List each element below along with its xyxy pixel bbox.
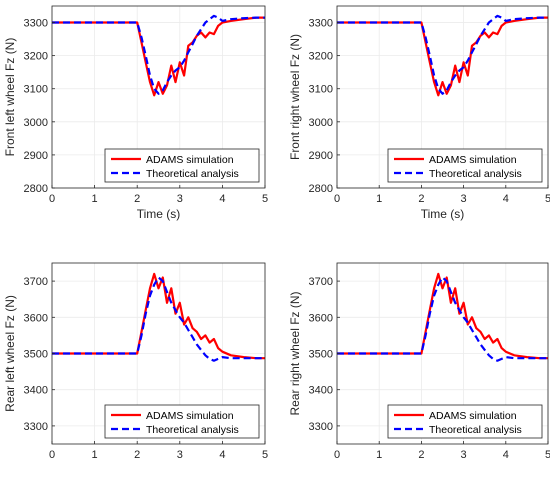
y-tick-label: 2900 bbox=[309, 150, 333, 162]
x-tick-label: 1 bbox=[376, 449, 382, 461]
legend-entry-label: Theoretical analysis bbox=[429, 424, 522, 436]
axes-frame bbox=[336, 5, 549, 189]
y-tick-label: 3500 bbox=[309, 349, 333, 361]
y-tick-label: 3700 bbox=[24, 276, 48, 288]
x-tick-label: 2 bbox=[418, 193, 424, 205]
y-tick-label: 3000 bbox=[309, 117, 333, 129]
x-tick-label: 0 bbox=[49, 193, 55, 205]
legend: ADAMS simulation Theoretical analysis bbox=[104, 148, 260, 183]
x-tick-label: 0 bbox=[49, 449, 55, 461]
front-left-panel: 0 1 2 3 4 5 2800 2900 3000 3100 3200 3300 Time (s) Fr… bbox=[3, 5, 268, 221]
legend-entry-label: Theoretical analysis bbox=[146, 168, 239, 180]
y-tick-label: 3300 bbox=[309, 421, 333, 433]
legend-entry-label: Theoretical analysis bbox=[146, 424, 239, 436]
x-tick-label: 1 bbox=[92, 193, 98, 205]
legend-box bbox=[104, 404, 260, 439]
legend-entry-label: ADAMS simulation bbox=[429, 154, 517, 166]
adams-simulation-line bbox=[337, 16, 548, 97]
x-axis-label: Time (s) bbox=[137, 207, 181, 221]
x-tick-label: 2 bbox=[134, 449, 140, 461]
y-tick-label: 3100 bbox=[24, 84, 48, 96]
x-tick-label: 0 bbox=[334, 193, 340, 205]
y-tick-label: 2900 bbox=[24, 150, 48, 162]
x-tick-label: 1 bbox=[92, 449, 98, 461]
y-tick-label: 2800 bbox=[24, 183, 48, 195]
legend-box bbox=[104, 148, 260, 183]
x-tick-label: 4 bbox=[219, 193, 225, 205]
legend-entry-label: ADAMS simulation bbox=[146, 154, 234, 166]
x-tick-label: 5 bbox=[262, 449, 268, 461]
y-tick-label: 3200 bbox=[309, 51, 333, 63]
y-axis-label: Rear right wheel Fz (N) bbox=[288, 291, 302, 415]
x-tick-label: 2 bbox=[134, 193, 140, 205]
y-tick-label: 2800 bbox=[309, 183, 333, 195]
y-tick-label: 3300 bbox=[24, 421, 48, 433]
legend: ADAMS simulation Theoretical analysis bbox=[387, 404, 543, 439]
x-tick-label: 4 bbox=[503, 193, 509, 205]
y-axis-label: Rear left wheel Fz (N) bbox=[3, 295, 17, 412]
x-tick-label: 4 bbox=[503, 449, 509, 461]
legend: ADAMS simulation Theoretical analysis bbox=[387, 148, 543, 183]
y-axis-label: Front left wheel Fz (N) bbox=[3, 38, 17, 157]
theoretical-analysis-line bbox=[337, 276, 548, 362]
legend-entry-label: Theoretical analysis bbox=[429, 168, 522, 180]
y-tick-label: 3600 bbox=[309, 312, 333, 324]
y-tick-label: 3600 bbox=[24, 312, 48, 324]
theoretical-analysis-line bbox=[52, 276, 265, 362]
y-tick-label: 3200 bbox=[24, 51, 48, 63]
x-tick-label: 3 bbox=[461, 449, 467, 461]
y-tick-label: 3100 bbox=[309, 84, 333, 96]
y-tick-label: 3300 bbox=[24, 18, 48, 30]
y-tick-label: 3500 bbox=[24, 349, 48, 361]
x-tick-label: 5 bbox=[545, 449, 550, 461]
adams-simulation-line bbox=[337, 272, 548, 360]
rear-right-panel: 0 1 2 3 4 5 3300 3400 3500 3600 3700 Rear right whe… bbox=[288, 262, 550, 461]
y-tick-label: 3000 bbox=[24, 117, 48, 129]
adams-simulation-line bbox=[52, 272, 265, 360]
adams-simulation-line bbox=[52, 16, 265, 97]
x-tick-label: 4 bbox=[219, 449, 225, 461]
y-tick-label: 3700 bbox=[309, 276, 333, 288]
x-tick-label: 3 bbox=[177, 449, 183, 461]
legend-entry-label: ADAMS simulation bbox=[146, 410, 234, 422]
theoretical-analysis-line bbox=[52, 14, 265, 95]
x-axis-label: Time (s) bbox=[421, 207, 465, 221]
x-tick-label: 0 bbox=[334, 449, 340, 461]
x-tick-label: 3 bbox=[461, 193, 467, 205]
x-tick-label: 2 bbox=[418, 449, 424, 461]
y-tick-label: 3400 bbox=[24, 385, 48, 397]
front-right-panel: 0 1 2 3 4 5 2800 2900 3000 3100 3200 3300 Time (s) Fr… bbox=[288, 5, 550, 221]
x-tick-label: 1 bbox=[376, 193, 382, 205]
y-axis-label: Front right wheel Fz (N) bbox=[288, 34, 302, 160]
rear-left-panel: 0 1 2 3 4 5 3300 3400 3500 3600 3700 Rear left whee… bbox=[3, 262, 268, 461]
legend-entry-label: ADAMS simulation bbox=[429, 410, 517, 422]
y-tick-label: 3400 bbox=[309, 385, 333, 397]
theoretical-analysis-line bbox=[337, 14, 548, 95]
x-tick-label: 3 bbox=[177, 193, 183, 205]
x-tick-label: 5 bbox=[545, 193, 550, 205]
axes-frame bbox=[51, 5, 266, 189]
legend-box bbox=[387, 404, 543, 439]
x-tick-label: 5 bbox=[262, 193, 268, 205]
y-tick-label: 3300 bbox=[309, 18, 333, 30]
legend: ADAMS simulation Theoretical analysis bbox=[104, 404, 260, 439]
legend-box bbox=[387, 148, 543, 183]
